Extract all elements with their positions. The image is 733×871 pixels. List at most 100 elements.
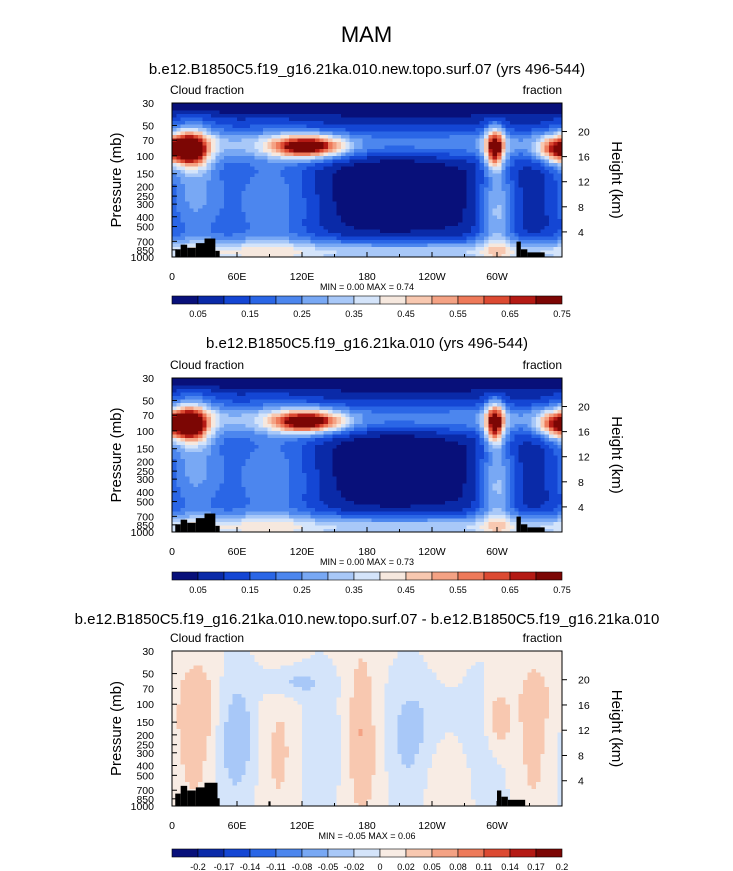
heatmap-cell: [388, 232, 394, 237]
heatmap-cell: [189, 169, 195, 174]
heatmap-cell: [189, 497, 195, 502]
heatmap-cell: [237, 201, 242, 206]
heatmap-cell: [484, 229, 489, 234]
heatmap-cell: [336, 134, 342, 139]
heatmap-cell: [241, 180, 247, 185]
heatmap-cell: [219, 462, 225, 467]
heatmap-cell: [544, 225, 550, 230]
heatmap-cell: [185, 183, 190, 188]
heatmap-cell: [458, 211, 463, 216]
heatmap-cell: [384, 176, 390, 181]
heatmap-cell: [484, 187, 489, 192]
heatmap-cell: [211, 385, 216, 390]
colorbar-swatch: [301, 295, 329, 305]
heatmap-cell: [427, 187, 433, 192]
heatmap-cell: [189, 507, 195, 512]
heatmap-cell: [232, 169, 238, 174]
heatmap-cell: [388, 218, 394, 223]
heatmap-cell: [267, 239, 273, 244]
heatmap-cell: [258, 413, 264, 418]
heatmap-cell: [423, 201, 429, 206]
heatmap-cell: [237, 409, 242, 414]
heatmap-cell: [432, 120, 437, 125]
heatmap-cell: [232, 176, 238, 181]
heatmap-cell: [267, 190, 273, 195]
heatmap-cell: [198, 204, 203, 209]
heatmap-cell: [427, 236, 433, 241]
heatmap-cell: [254, 525, 260, 530]
heatmap-cell: [406, 127, 411, 132]
heatmap-cell: [185, 514, 190, 519]
heatmap-cell: [237, 528, 242, 533]
heatmap-cell: [228, 511, 234, 516]
heatmap-cell: [180, 388, 186, 393]
heatmap-cell: [232, 444, 238, 449]
heatmap-cell: [172, 409, 177, 414]
heatmap-cell: [219, 243, 225, 248]
heatmap-cell: [375, 211, 381, 216]
heatmap-cell: [232, 187, 238, 192]
heatmap-cell: [557, 131, 563, 136]
heatmap-cell: [440, 211, 446, 216]
heatmap-cell: [206, 469, 212, 474]
heatmap-cell: [310, 173, 316, 178]
heatmap-cell: [501, 204, 507, 209]
heatmap-cell: [258, 194, 264, 199]
heatmap-cell: [406, 211, 411, 216]
heatmap-cell: [189, 465, 195, 470]
heatmap-cell: [293, 204, 299, 209]
heatmap-cell: [315, 141, 320, 146]
heatmap-cell: [375, 215, 381, 220]
heatmap-cell: [380, 159, 385, 164]
heatmap-cell: [254, 110, 260, 115]
heatmap-cell: [414, 148, 420, 153]
heatmap-cell: [198, 423, 203, 428]
heatmap-cell: [384, 190, 390, 195]
heatmap-cell: [280, 103, 286, 108]
heatmap-cell: [224, 441, 229, 446]
heatmap-cell: [319, 243, 325, 248]
heatmap-cell: [185, 201, 190, 206]
heatmap-cell: [375, 250, 381, 255]
heatmap-cell: [202, 402, 208, 407]
heatmap-cell: [189, 423, 195, 428]
heatmap-cell: [180, 148, 186, 153]
heatmap-cell: [241, 399, 247, 404]
heatmap-cell: [228, 381, 234, 386]
heatmap-cell: [414, 201, 420, 206]
heatmap-cell: [289, 218, 294, 223]
heatmap-cell: [423, 243, 429, 248]
heatmap-cell: [310, 246, 316, 251]
heatmap-cell: [540, 117, 546, 122]
heatmap-cell: [310, 120, 316, 125]
heatmap-cell: [193, 455, 199, 460]
heatmap-cell: [232, 103, 238, 108]
heatmap-cell: [527, 110, 533, 115]
heatmap-cell: [250, 514, 255, 519]
heatmap-cell: [180, 232, 186, 237]
heatmap-cell: [297, 222, 303, 227]
heatmap-cell: [336, 243, 342, 248]
heatmap-cell: [423, 127, 429, 132]
heatmap-cell: [228, 243, 234, 248]
heatmap-cell: [462, 229, 468, 234]
heatmap-cell: [219, 218, 225, 223]
heatmap-cell: [315, 250, 320, 255]
heatmap-cell: [475, 197, 481, 202]
heatmap-cell: [219, 194, 225, 199]
heatmap-cell: [180, 229, 186, 234]
heatmap-cell: [362, 110, 368, 115]
heatmap-cell: [284, 141, 290, 146]
heatmap-cell: [497, 138, 502, 143]
heatmap-cell: [371, 204, 377, 209]
heatmap-cell: [241, 511, 247, 516]
heatmap-cell: [180, 490, 186, 495]
heatmap-cell: [549, 106, 554, 111]
heatmap-cell: [198, 180, 203, 185]
heatmap-cell: [202, 190, 208, 195]
heatmap-cell: [540, 138, 546, 143]
heatmap-cell: [180, 378, 186, 383]
heatmap-cell: [336, 120, 342, 125]
heatmap-cell: [297, 215, 303, 220]
heatmap-cell: [284, 246, 290, 251]
